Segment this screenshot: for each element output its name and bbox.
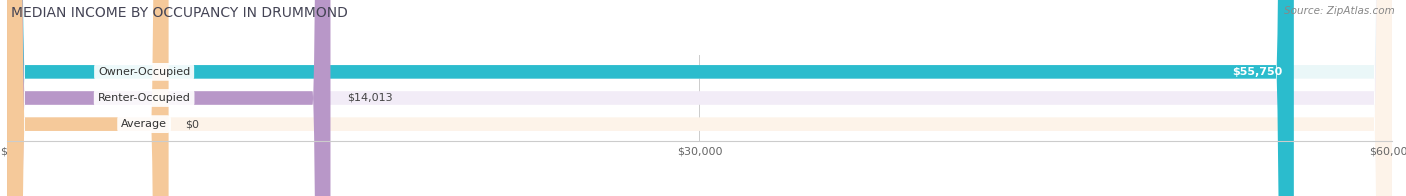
Text: Average: Average (121, 119, 167, 129)
Text: Source: ZipAtlas.com: Source: ZipAtlas.com (1284, 6, 1395, 16)
Text: Owner-Occupied: Owner-Occupied (98, 67, 190, 77)
Text: MEDIAN INCOME BY OCCUPANCY IN DRUMMOND: MEDIAN INCOME BY OCCUPANCY IN DRUMMOND (11, 6, 349, 20)
Text: $55,750: $55,750 (1233, 67, 1282, 77)
FancyBboxPatch shape (7, 0, 330, 196)
FancyBboxPatch shape (7, 0, 1392, 196)
FancyBboxPatch shape (7, 0, 1392, 196)
Text: Renter-Occupied: Renter-Occupied (97, 93, 191, 103)
FancyBboxPatch shape (7, 0, 169, 196)
FancyBboxPatch shape (7, 0, 1392, 196)
Text: $0: $0 (186, 119, 200, 129)
Text: $14,013: $14,013 (347, 93, 392, 103)
FancyBboxPatch shape (7, 0, 1294, 196)
